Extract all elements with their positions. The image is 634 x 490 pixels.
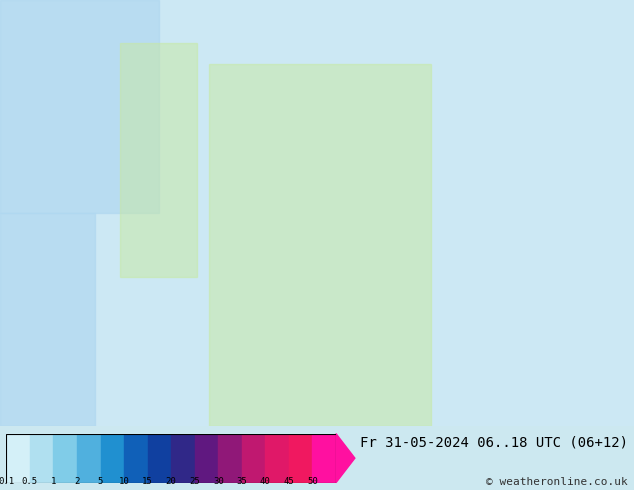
Bar <box>101 434 124 483</box>
Text: 25: 25 <box>190 477 200 486</box>
Text: Precipitation (12h) [mm] ECMWF: Precipitation (12h) [mm] ECMWF <box>6 436 257 450</box>
Bar <box>242 434 266 483</box>
Bar <box>171 434 195 483</box>
Text: 40: 40 <box>260 477 271 486</box>
Bar <box>195 434 218 483</box>
Text: © weatheronline.co.uk: © weatheronline.co.uk <box>486 477 628 487</box>
Bar <box>53 434 77 483</box>
Text: 50: 50 <box>307 477 318 486</box>
Bar <box>30 434 53 483</box>
Bar <box>218 434 242 483</box>
Bar <box>289 434 313 483</box>
Text: 30: 30 <box>213 477 224 486</box>
Text: 15: 15 <box>142 477 153 486</box>
Bar <box>148 434 171 483</box>
Bar <box>120 43 197 277</box>
Text: 2: 2 <box>74 477 80 486</box>
Bar <box>0 213 95 426</box>
Text: 0.5: 0.5 <box>22 477 38 486</box>
Text: Fr 31-05-2024 06..18 UTC (06+12): Fr 31-05-2024 06..18 UTC (06+12) <box>359 436 628 450</box>
Bar <box>313 434 336 483</box>
Bar <box>6 434 30 483</box>
Bar <box>124 434 148 483</box>
Polygon shape <box>336 434 355 483</box>
Bar <box>209 64 431 426</box>
Text: 1: 1 <box>51 477 56 486</box>
Text: 10: 10 <box>119 477 129 486</box>
Text: 35: 35 <box>236 477 247 486</box>
Text: 0.1: 0.1 <box>0 477 15 486</box>
Bar <box>0 0 158 213</box>
Text: 5: 5 <box>98 477 103 486</box>
Bar <box>266 434 289 483</box>
Bar <box>77 434 101 483</box>
Text: 45: 45 <box>283 477 294 486</box>
Text: 20: 20 <box>166 477 176 486</box>
